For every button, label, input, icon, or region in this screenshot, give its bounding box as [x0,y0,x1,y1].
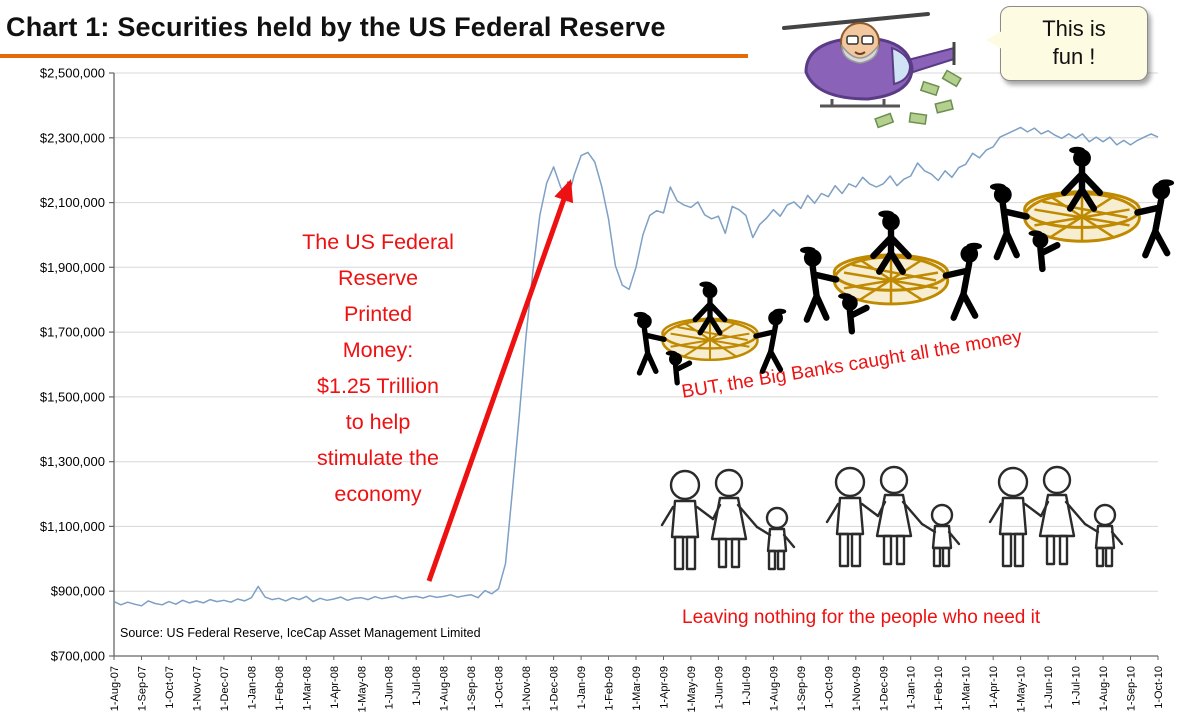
bernanke-face [840,22,880,64]
money-basket-clipart-3 [983,146,1181,285]
x-tick-label: 1-Apr-10 [988,666,1000,709]
x-tick-label: 1-Mar-09 [631,666,643,711]
x-tick-label: 1-Feb-09 [604,666,616,711]
x-tick-label: 1-Apr-09 [659,666,671,709]
x-tick-label: 1-Oct-10 [1153,666,1165,709]
page-title: Chart 1: Securities held by the US Feder… [6,12,666,42]
helicopter-body [804,36,956,108]
x-axis-labels: 1-Aug-07 1-Sep-07 1-Oct-07 1-Nov-07 1-Dec-07… [109,656,1165,712]
x-tick-label: 1-Dec-09 [878,666,890,711]
y-tick-label: $1,700,000 [40,325,105,340]
money-basket-clipart-1 [628,281,792,396]
x-tick-label: 1-Sep-07 [137,666,149,711]
x-tick-label: 1-Aug-09 [768,666,780,711]
x-tick-label: 1-Oct-09 [823,666,835,709]
y-tick-label: $2,500,000 [40,66,105,81]
family-clipart-1 [657,455,817,600]
x-tick-label: 1-Feb-10 [933,666,945,711]
x-tick-label: 1-Jan-08 [246,666,258,709]
x-tick-label: 1-Jan-09 [576,666,588,709]
x-tick-label: 1-Jan-10 [906,666,918,709]
x-tick-label: 1-Jun-10 [1043,666,1055,709]
y-tick-label: $2,100,000 [40,195,105,210]
x-tick-label: 1-Jun-08 [384,666,396,709]
data-series [113,126,1159,607]
x-tick-label: 1-Jul-09 [741,666,753,706]
y-tick-label: $700,000 [51,649,105,664]
y-tick-label: $1,900,000 [40,260,105,275]
y-tick-label: $1,300,000 [40,454,105,469]
x-tick-label: 1-Sep-09 [796,666,808,711]
speech-bubble: This is fun ! [986,6,1148,81]
x-tick-label: 1-Feb-08 [274,666,286,711]
x-tick-label: 1-Jun-09 [713,666,725,709]
securities-line [113,126,1159,607]
y-axis-labels: $2,500,000 $2,300,000 $2,100,000 $1,900,000… [40,66,105,664]
x-tick-label: 1-Aug-08 [439,666,451,711]
x-tick-label: 1-Aug-10 [1098,666,1110,711]
y-tick-label: $900,000 [51,584,105,599]
x-tick-label: 1-May-08 [356,666,368,712]
x-tick-label: 1-Aug-07 [109,666,121,711]
x-tick-label: 1-May-10 [1016,666,1028,712]
speech-bubble-line-2: fun ! [1052,43,1096,69]
x-tick-label: 1-Oct-07 [164,666,176,709]
bernanke-helicopter-cartoon [782,12,962,129]
x-tick-label: 1-Nov-07 [191,666,203,711]
x-tick-label: 1-Nov-09 [851,666,863,711]
x-tick-label: 1-Dec-07 [219,666,231,711]
y-tick-label: $2,300,000 [40,130,105,145]
x-tick-label: 1-Nov-08 [521,666,533,711]
people-annotation: Leaving nothing for the people who need … [682,607,1041,628]
family-clipart-3 [985,452,1145,597]
speech-bubble-line-1: This is [1042,16,1106,41]
x-tick-label: 1-Jul-10 [1071,666,1083,706]
x-tick-label: 1-Dec-08 [549,666,561,711]
title-underline [0,54,748,58]
x-tick-label: 1-May-09 [686,666,698,712]
x-tick-label: 1-Mar-10 [961,666,973,711]
x-tick-label: 1-Apr-08 [329,666,341,709]
y-tick-label: $1,100,000 [40,519,105,534]
source-note: Source: US Federal Reserve, IceCap Asset… [120,626,481,640]
money-bills [874,69,962,129]
printed-money-annotation: The US Federal Reserve Printed Money: $1… [302,230,454,506]
x-tick-label: 1-Jul-08 [411,666,423,706]
family-clipart-2 [822,452,982,597]
money-basket-clipart-2 [793,210,989,347]
x-tick-label: 1-Sep-08 [466,666,478,711]
y-tick-label: $1,500,000 [40,389,105,404]
x-tick-label: 1-Oct-08 [494,666,506,709]
x-tick-label: 1-Sep-10 [1126,666,1138,711]
annotation-arrow [426,179,574,582]
x-tick-label: 1-Mar-08 [301,666,313,711]
